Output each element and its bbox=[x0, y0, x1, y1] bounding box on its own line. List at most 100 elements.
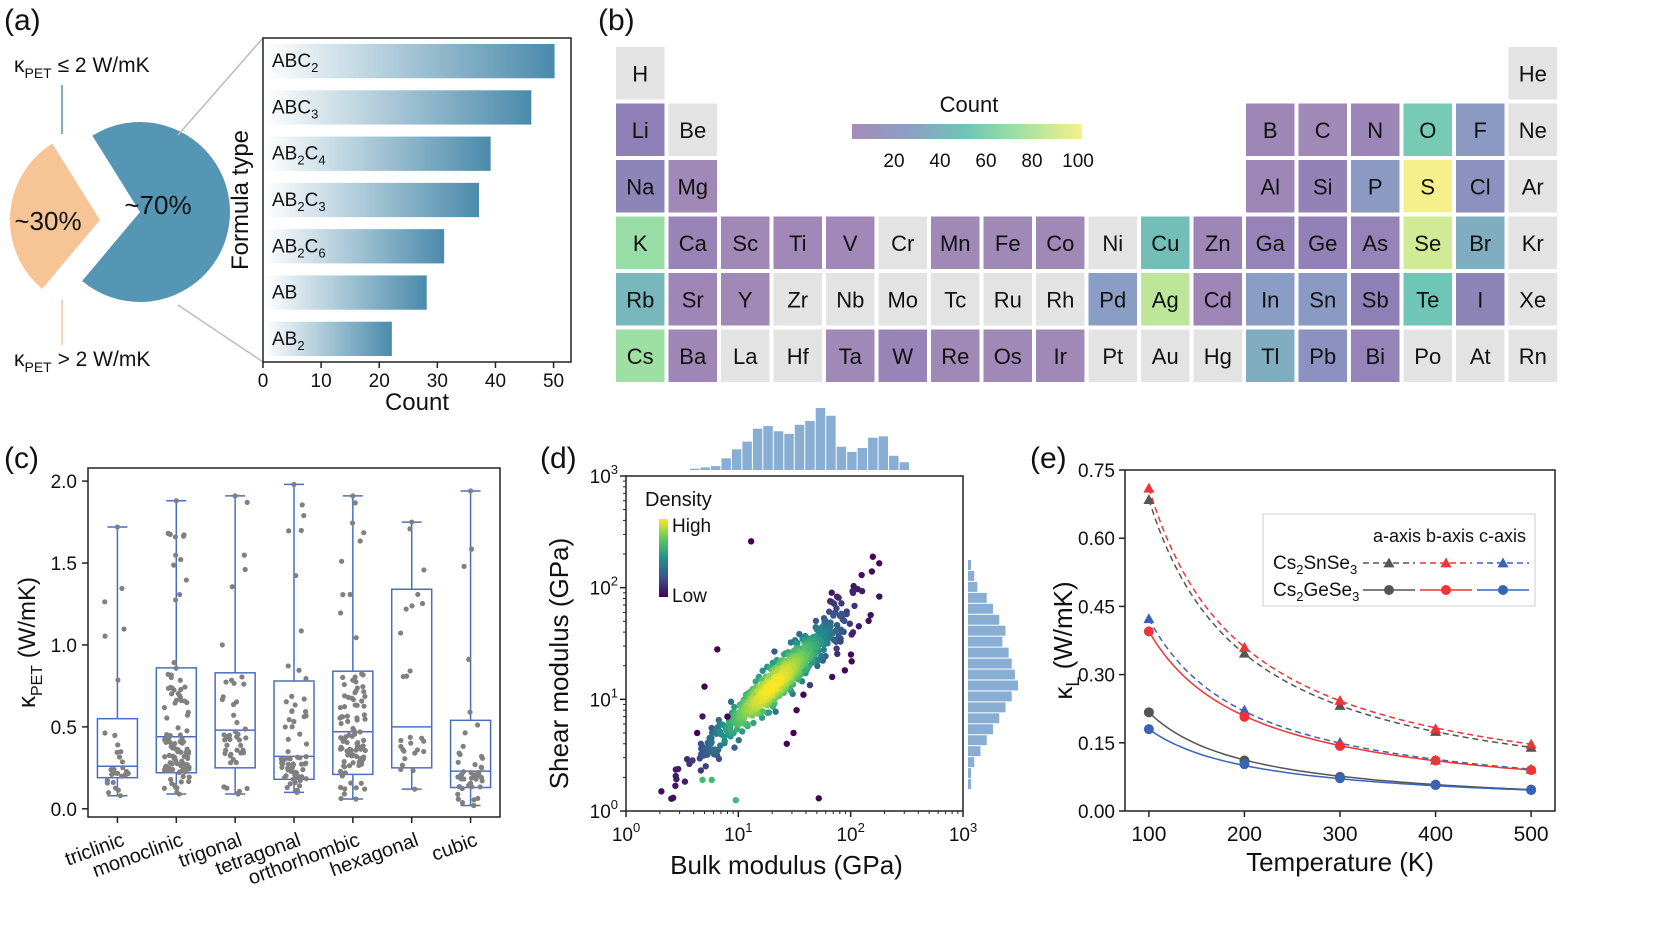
box-point bbox=[165, 671, 171, 677]
top-hist-bar bbox=[805, 420, 815, 470]
top-hist-bar bbox=[752, 428, 763, 470]
box-4 bbox=[332, 670, 374, 776]
line-marker bbox=[1239, 711, 1250, 722]
element-cell-Zr bbox=[773, 273, 822, 326]
right-hist-bar bbox=[968, 581, 978, 592]
pie-slice-small bbox=[9, 143, 100, 289]
box-point bbox=[346, 732, 352, 738]
element-cell-W bbox=[878, 329, 927, 382]
line-marker bbox=[1334, 695, 1346, 705]
element-symbol-Ru: Ru bbox=[994, 287, 1022, 312]
top-hist-bar bbox=[794, 424, 805, 470]
scatter-point bbox=[855, 623, 863, 630]
box-point bbox=[404, 673, 410, 679]
box-point bbox=[171, 687, 177, 693]
line-marker bbox=[1526, 785, 1537, 796]
box-ytick-label: 0.0 bbox=[51, 800, 77, 821]
box-point bbox=[104, 780, 110, 786]
element-cell-K bbox=[616, 216, 665, 269]
element-symbol-Rh: Rh bbox=[1046, 287, 1074, 312]
box-point bbox=[178, 779, 184, 785]
element-symbol-Ca: Ca bbox=[679, 231, 708, 256]
scatter-point bbox=[750, 719, 757, 727]
zoom-line-bottom bbox=[177, 304, 264, 363]
scatter-ytick-label: 100 bbox=[590, 797, 618, 823]
box-point bbox=[180, 533, 187, 539]
pie-legend-le-2: κPET ≤ 2 W/mK bbox=[14, 54, 150, 81]
box-point bbox=[340, 592, 346, 598]
box-point bbox=[183, 749, 189, 756]
box-point bbox=[294, 789, 300, 796]
scatter-point bbox=[858, 587, 866, 595]
element-symbol-Mg: Mg bbox=[677, 174, 708, 199]
scatter-point bbox=[851, 602, 858, 610]
bar-category-label-6: AB2 bbox=[272, 329, 305, 353]
element-symbol-Al: Al bbox=[1260, 174, 1280, 199]
top-hist-bar bbox=[899, 462, 909, 470]
box-point bbox=[180, 773, 186, 780]
box-point bbox=[421, 567, 427, 573]
top-hist-bar bbox=[868, 437, 878, 470]
box-point bbox=[172, 597, 179, 603]
box-point bbox=[183, 577, 189, 583]
element-cell-Fe bbox=[983, 216, 1032, 269]
box-point bbox=[462, 730, 468, 736]
element-cell-Cu bbox=[1141, 216, 1190, 269]
box-point bbox=[288, 768, 294, 775]
element-cell-Ag bbox=[1141, 273, 1190, 326]
element-symbol-Xe: Xe bbox=[1519, 287, 1546, 312]
box-point bbox=[338, 735, 344, 741]
scatter-point bbox=[848, 658, 855, 665]
bar-category-label-0: ABC2 bbox=[272, 51, 318, 75]
scatter-point bbox=[711, 746, 719, 753]
box-point bbox=[177, 732, 183, 738]
box-point bbox=[407, 668, 413, 674]
box-point bbox=[171, 659, 177, 666]
box-point bbox=[185, 755, 191, 761]
box-point bbox=[475, 722, 481, 728]
box-ytick-label: 1.0 bbox=[51, 636, 77, 657]
bar-3 bbox=[264, 182, 480, 218]
bar-category-label-1: ABC3 bbox=[272, 97, 318, 121]
bar-xlabel: Count bbox=[385, 389, 449, 416]
legend-row-label-1: Cs2GeSe3 bbox=[1273, 580, 1359, 604]
box-point bbox=[228, 760, 234, 766]
box-point bbox=[234, 719, 240, 726]
line-marker bbox=[1526, 765, 1537, 776]
right-hist-bar bbox=[968, 636, 1003, 647]
box-point bbox=[456, 784, 462, 790]
element-symbol-Tc: Tc bbox=[944, 287, 966, 312]
box-point bbox=[421, 738, 427, 744]
box-point bbox=[352, 731, 358, 737]
element-cell-Po bbox=[1403, 329, 1452, 382]
element-symbol-Cr: Cr bbox=[891, 231, 914, 256]
element-cell-Re bbox=[931, 329, 980, 382]
line-marker bbox=[1143, 613, 1155, 624]
box-point bbox=[165, 530, 171, 536]
box-point bbox=[338, 720, 344, 727]
line-marker bbox=[1430, 780, 1441, 791]
density-colorbar bbox=[659, 519, 668, 597]
line-xtick-label: 400 bbox=[1418, 823, 1453, 846]
element-cell-At bbox=[1456, 329, 1505, 382]
scatter-point bbox=[721, 733, 728, 740]
element-symbol-In: In bbox=[1261, 287, 1279, 312]
box-point bbox=[350, 752, 356, 758]
box-point bbox=[177, 677, 183, 683]
box-point bbox=[340, 714, 346, 720]
box-point bbox=[114, 524, 121, 530]
scatter-point bbox=[830, 636, 838, 644]
box-point bbox=[115, 787, 121, 793]
box-point bbox=[358, 761, 365, 767]
scatter-point bbox=[708, 776, 715, 784]
top-hist-bar bbox=[700, 467, 710, 470]
scatter-point bbox=[794, 639, 801, 647]
box-point bbox=[345, 718, 351, 724]
element-cell-Cr bbox=[878, 216, 927, 269]
box-point bbox=[337, 704, 344, 711]
box-point bbox=[232, 493, 238, 499]
box-point bbox=[303, 741, 310, 747]
box-point bbox=[361, 689, 367, 695]
density-colorbar-high: High bbox=[672, 516, 711, 537]
element-cell-Br bbox=[1456, 216, 1505, 269]
